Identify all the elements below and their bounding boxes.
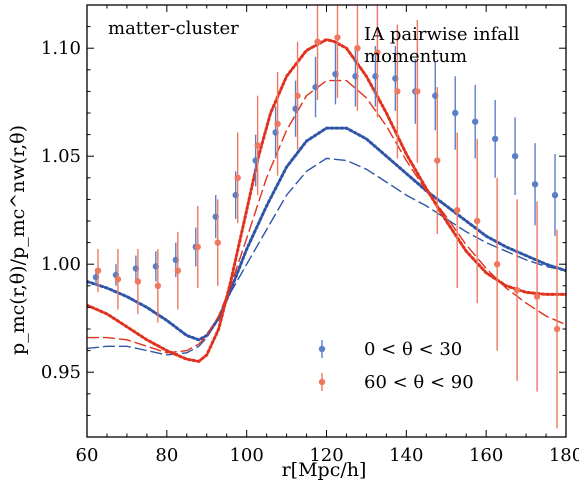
y-tick-label-1.05: 1.05 — [41, 146, 81, 167]
data-point-s2-20 — [473, 217, 481, 225]
x-tick-label-80: 80 — [155, 445, 178, 466]
data-point-s2-13 — [334, 34, 341, 41]
x-tick-label-60: 60 — [76, 445, 99, 466]
data-point-s2-8 — [234, 174, 241, 181]
data-point-s2-22 — [513, 286, 521, 294]
data-point-s2-17 — [414, 88, 421, 95]
legend: 0 < θ < 30 60 < θ < 90 — [318, 339, 474, 393]
data-point-s2-11 — [294, 92, 301, 99]
data-point-s2-24 — [553, 325, 561, 333]
data-point-s2-9 — [254, 142, 261, 149]
annotation-ia-line2: momentum — [364, 46, 467, 67]
data-point-s2-19 — [454, 207, 461, 214]
data-point-s2-21 — [493, 261, 501, 268]
data-point-s2-5 — [174, 267, 182, 274]
data-point-s2-4 — [154, 282, 162, 289]
data-point-s2-16 — [394, 88, 401, 95]
legend-marker-2 — [318, 378, 326, 386]
y-tick-label-0.95: 0.95 — [41, 362, 81, 383]
y-tick-label-1.00: 1.00 — [41, 254, 81, 275]
x-tick-label-160: 160 — [469, 445, 503, 466]
annotation-matter-cluster: matter-cluster — [108, 18, 239, 39]
legend-marker-1 — [318, 345, 326, 353]
data-point-s2-14 — [354, 45, 361, 52]
x-axis-label: r[Mpc/h] — [282, 459, 367, 481]
model-curve-4 — [87, 79, 566, 354]
legend-label-2: 60 < θ < 90 — [364, 372, 474, 393]
data-point-s2-2 — [114, 276, 122, 283]
annotation-ia-line1: IA pairwise infall — [364, 24, 520, 45]
data-point-s1-21 — [491, 135, 499, 143]
data-point-s1-24 — [551, 191, 559, 199]
data-point-s2-18 — [434, 157, 441, 164]
model-curve-3 — [87, 37, 566, 364]
x-tick-label-180: 180 — [549, 445, 579, 466]
legend-label-1: 0 < θ < 30 — [364, 339, 462, 360]
data-point-s2-3 — [134, 278, 142, 285]
data-point-s2-10 — [274, 120, 281, 128]
data-point-s2-15 — [374, 49, 381, 56]
x-tick-label-100: 100 — [229, 445, 263, 466]
data-point-s1-19 — [452, 109, 459, 117]
data-point-s1-20 — [471, 118, 479, 125]
data-point-s1-23 — [531, 181, 539, 188]
y-axis-label: p_mc(r,θ)/p_mc^nw(r,θ) — [7, 125, 29, 355]
axis-ticks: 60 80 100 120 140 160 180 0.95 1.00 1.05 1.10 — [41, 4, 579, 466]
data-point-s2-23 — [533, 293, 541, 300]
data-point-s2-1 — [94, 267, 102, 274]
data-point-s2-12 — [314, 38, 321, 45]
x-tick-label-140: 140 — [389, 445, 423, 466]
plot-area — [87, 5, 566, 429]
model-curve-1 — [87, 126, 566, 342]
data-point-s1-22 — [511, 153, 519, 160]
y-tick-label-1.10: 1.10 — [41, 38, 81, 59]
x-tick-label-120: 120 — [309, 445, 343, 466]
plot-inner — [87, 5, 566, 429]
data-point-s2-6 — [194, 243, 201, 251]
data-point-s2-7 — [214, 239, 221, 246]
